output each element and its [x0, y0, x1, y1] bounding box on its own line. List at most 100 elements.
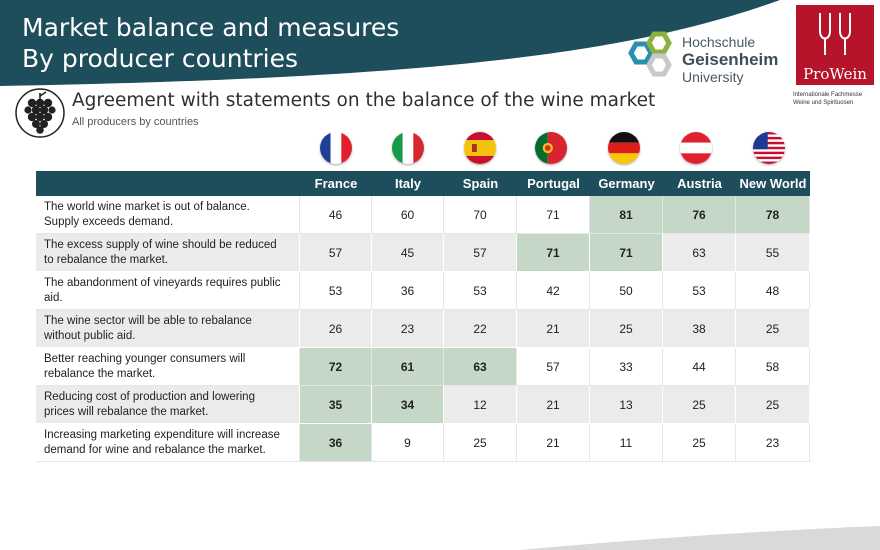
- value-cell-new-world: 78: [736, 196, 810, 234]
- column-header-spain: Spain: [444, 171, 517, 196]
- value-cell-portugal: 21: [517, 310, 590, 348]
- agreement-table: France Italy Spain Portugal Germany Aust…: [36, 171, 810, 462]
- value-cell-germany: 25: [590, 310, 663, 348]
- hochschule-geisenheim-wordmark: Hochschule Geisenheim University: [682, 34, 778, 85]
- value-cell-italy: 60: [372, 196, 444, 234]
- hgu-line-3: University: [682, 69, 744, 85]
- table-header-row: France Italy Spain Portugal Germany Aust…: [36, 171, 810, 196]
- wine-glasses-icon: [819, 13, 851, 55]
- value-cell-spain: 57: [444, 234, 517, 272]
- spain-flag-icon: [464, 132, 496, 164]
- prowein-tagline: Internationale Fachmesse Weine und Spiri…: [793, 92, 879, 107]
- statement-line-2: to rebalance the market.: [44, 253, 169, 266]
- value-cell-portugal: 71: [517, 234, 590, 272]
- prowein-tagline-line-1: Internationale Fachmesse: [793, 92, 863, 98]
- prowein-name: ProWein: [803, 65, 867, 83]
- value-cell-italy: 36: [372, 272, 444, 310]
- value-cell-new-world: 58: [736, 348, 810, 386]
- statement-line-1: Better reaching younger consumers will: [44, 352, 246, 365]
- statement-column-header: [36, 171, 300, 196]
- statement-line-2: Supply exceeds demand.: [44, 215, 174, 228]
- table-row: The wine sector will be able to rebalanc…: [36, 310, 810, 348]
- value-cell-portugal: 57: [517, 348, 590, 386]
- value-cell-austria: 38: [663, 310, 736, 348]
- austria-flag-icon: [680, 132, 712, 164]
- italy-flag-icon: [392, 132, 424, 164]
- page-title: Market balance and measures By producer …: [22, 12, 399, 74]
- table-row: Better reaching younger consumers will re…: [36, 348, 810, 386]
- header-band: [0, 0, 880, 95]
- value-cell-germany: 13: [590, 386, 663, 424]
- value-cell-austria: 63: [663, 234, 736, 272]
- table-row: The excess supply of wine should be redu…: [36, 234, 810, 272]
- value-cell-france: 46: [300, 196, 372, 234]
- value-cell-france: 26: [300, 310, 372, 348]
- value-cell-france: 36: [300, 424, 372, 462]
- value-cell-portugal: 71: [517, 196, 590, 234]
- chart-title: Agreement with statements on the balance…: [72, 90, 656, 111]
- value-cell-germany: 11: [590, 424, 663, 462]
- value-cell-new-world: 23: [736, 424, 810, 462]
- table-row: The world wine market is out of balance.…: [36, 196, 810, 234]
- prowein-logo: ProWein: [796, 5, 874, 85]
- statement-line-1: Reducing cost of production and lowering: [44, 390, 255, 403]
- header-band-shape: [0, 0, 880, 86]
- value-cell-france: 53: [300, 272, 372, 310]
- value-cell-portugal: 21: [517, 386, 590, 424]
- table-row: The abandonment of vineyards requires pu…: [36, 272, 810, 310]
- value-cell-spain: 12: [444, 386, 517, 424]
- flag-row: [0, 130, 880, 168]
- statement-line-1: The world wine market is out of balance.: [44, 200, 250, 213]
- value-cell-new-world: 25: [736, 310, 810, 348]
- grape-icon: [15, 88, 65, 138]
- usa-flag-icon: [753, 132, 785, 164]
- statement-cell: The excess supply of wine should be redu…: [36, 234, 300, 272]
- value-cell-austria: 25: [663, 386, 736, 424]
- value-cell-spain: 53: [444, 272, 517, 310]
- column-header-italy: Italy: [372, 171, 444, 196]
- page-title-line-1: Market balance and measures: [22, 13, 400, 42]
- chart-subtitle: All producers by countries: [72, 116, 199, 128]
- statement-cell: Reducing cost of production and lowering…: [36, 386, 300, 424]
- statement-line-1: Increasing marketing expenditure will in…: [44, 428, 280, 441]
- value-cell-spain: 22: [444, 310, 517, 348]
- statement-line-2: aid.: [44, 291, 63, 304]
- statement-cell: The wine sector will be able to rebalanc…: [36, 310, 300, 348]
- value-cell-italy: 45: [372, 234, 444, 272]
- value-cell-germany: 71: [590, 234, 663, 272]
- hexagon-logo-icon: [628, 31, 672, 77]
- value-cell-spain: 25: [444, 424, 517, 462]
- value-cell-spain: 63: [444, 348, 517, 386]
- value-cell-italy: 61: [372, 348, 444, 386]
- hgu-line-1: Hochschule: [682, 34, 756, 50]
- table-row: Reducing cost of production and lowering…: [36, 386, 810, 424]
- statement-line-2: demand for wine and rebalance the market…: [44, 443, 266, 456]
- table-row: Increasing marketing expenditure will in…: [36, 424, 810, 462]
- column-header-france: France: [300, 171, 372, 196]
- column-header-austria: Austria: [663, 171, 736, 196]
- page-title-line-2: By producer countries: [22, 44, 299, 73]
- statement-cell: The abandonment of vineyards requires pu…: [36, 272, 300, 310]
- prowein-tagline-line-2: Weine und Spirituosen: [793, 99, 854, 106]
- statement-line-2: prices will rebalance the market.: [44, 405, 209, 418]
- statement-cell: Better reaching younger consumers will re…: [36, 348, 300, 386]
- value-cell-italy: 23: [372, 310, 444, 348]
- value-cell-new-world: 55: [736, 234, 810, 272]
- column-header-new-world: New World: [736, 171, 810, 196]
- value-cell-new-world: 25: [736, 386, 810, 424]
- value-cell-germany: 50: [590, 272, 663, 310]
- footer-swoosh: [520, 526, 880, 550]
- value-cell-new-world: 48: [736, 272, 810, 310]
- statement-line-1: The abandonment of vineyards requires pu…: [44, 276, 281, 289]
- column-header-germany: Germany: [590, 171, 663, 196]
- hochschule-geisenheim-logo: Hochschule Geisenheim University: [620, 30, 790, 86]
- france-flag-icon: [320, 132, 352, 164]
- table-body: The world wine market is out of balance.…: [36, 196, 810, 462]
- value-cell-italy: 34: [372, 386, 444, 424]
- value-cell-spain: 70: [444, 196, 517, 234]
- statement-line-2: without public aid.: [44, 329, 136, 342]
- value-cell-austria: 53: [663, 272, 736, 310]
- statement-cell: Increasing marketing expenditure will in…: [36, 424, 300, 462]
- value-cell-austria: 76: [663, 196, 736, 234]
- statement-line-2: rebalance the market.: [44, 367, 156, 380]
